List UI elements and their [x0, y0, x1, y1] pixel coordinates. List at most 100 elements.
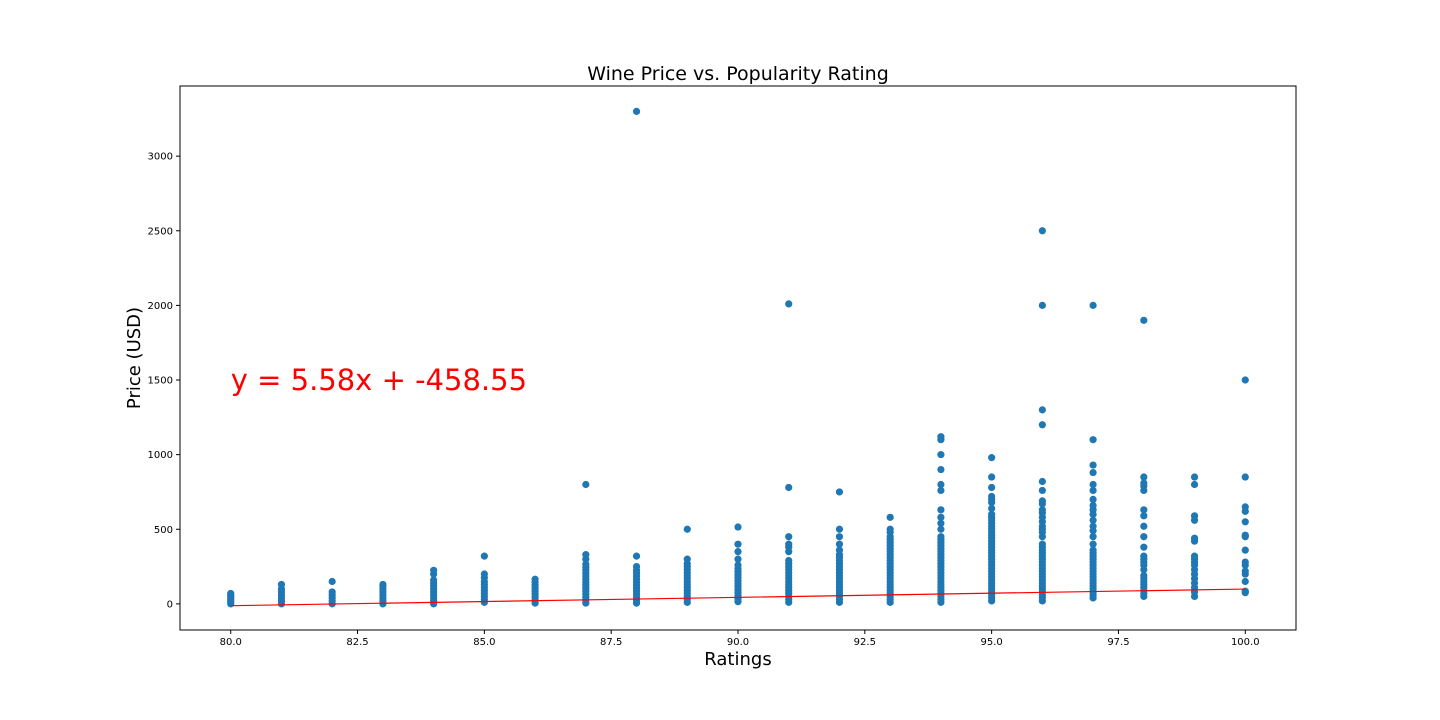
y-tick-label: 1000 — [148, 450, 173, 461]
data-point — [1140, 552, 1148, 560]
x-tick-label: 85.0 — [473, 637, 495, 648]
data-point — [1089, 461, 1097, 469]
data-point — [328, 577, 336, 586]
data-point — [227, 589, 235, 598]
regression-line — [230, 588, 1246, 607]
data-point — [988, 454, 996, 462]
data-point — [1089, 533, 1097, 541]
data-point — [1241, 518, 1249, 526]
data-point — [1089, 522, 1097, 530]
data-point — [1038, 486, 1046, 495]
data-point — [835, 488, 844, 496]
data-point — [937, 451, 945, 459]
data-point — [1089, 480, 1097, 489]
data-point — [1241, 546, 1249, 554]
x-tick-label: 90.0 — [727, 637, 749, 648]
data-point — [430, 566, 438, 574]
x-tick-label: 80.0 — [220, 637, 242, 648]
data-point — [734, 555, 742, 563]
data-point — [835, 540, 844, 548]
y-tick-label: 2000 — [148, 301, 173, 312]
regression-equation: y = 5.58x + -458.55 — [231, 363, 527, 397]
data-point — [937, 480, 945, 489]
data-point — [1190, 473, 1199, 481]
data-point — [1038, 421, 1046, 429]
data-point — [937, 525, 945, 533]
data-point — [1190, 512, 1199, 520]
data-point — [1241, 577, 1249, 586]
data-point — [1140, 522, 1148, 530]
points-layer — [227, 107, 1249, 608]
x-axis-label: Ratings — [704, 649, 771, 670]
y-tick-label: 500 — [154, 525, 173, 536]
data-point — [1241, 567, 1249, 575]
data-point — [1089, 495, 1097, 504]
data-point — [988, 473, 996, 481]
data-point — [734, 561, 742, 569]
data-point — [1038, 406, 1046, 414]
data-point — [1140, 512, 1148, 520]
data-point — [886, 513, 894, 521]
data-point — [886, 525, 894, 533]
y-tick-label: 3000 — [148, 152, 173, 163]
data-point — [1140, 571, 1148, 580]
data-point — [1038, 506, 1046, 514]
data-point — [937, 433, 945, 441]
data-point — [1038, 301, 1046, 309]
data-point — [1190, 552, 1199, 560]
x-axis: 80.0 82.5 85.0 87.5 90.0 92.5 95.0 97.5 100.0 — [220, 630, 1260, 648]
x-tick-label: 100.0 — [1231, 637, 1260, 648]
data-point — [988, 492, 996, 501]
plot-area: y = 5.58x + -458.55 — [179, 85, 1297, 631]
data-point — [1089, 468, 1097, 477]
data-point — [1089, 501, 1097, 509]
data-point — [937, 506, 945, 514]
data-point — [1241, 531, 1249, 539]
y-tick-label: 1500 — [148, 376, 173, 387]
data-point — [988, 504, 996, 512]
data-point — [582, 551, 590, 559]
data-point — [1038, 497, 1046, 505]
data-point — [683, 555, 691, 563]
data-point — [937, 465, 945, 474]
data-point — [734, 523, 742, 531]
data-point — [379, 580, 387, 589]
data-point — [734, 548, 742, 556]
data-point — [632, 562, 641, 571]
data-point — [1089, 546, 1097, 554]
data-point — [531, 575, 539, 583]
data-point — [1089, 486, 1097, 495]
data-point — [1038, 227, 1046, 235]
x-tick-label: 92.5 — [854, 637, 876, 648]
data-point — [1038, 477, 1046, 486]
chart-title: Wine Price vs. Popularity Rating — [587, 63, 889, 85]
data-point — [937, 486, 945, 495]
data-point — [835, 525, 844, 533]
data-point — [1089, 436, 1097, 444]
y-axis: 0 500 1000 1500 2000 2500 3000 — [148, 152, 180, 610]
data-point — [582, 560, 590, 568]
x-tick-label: 87.5 — [600, 637, 622, 648]
data-point — [632, 552, 641, 560]
data-point — [1190, 534, 1199, 542]
y-axis-label: Price (USD) — [124, 307, 145, 409]
data-point — [328, 588, 336, 596]
x-tick-label: 95.0 — [981, 637, 1003, 648]
data-point — [1038, 540, 1046, 548]
x-tick-label: 97.5 — [1107, 637, 1129, 648]
data-point — [1140, 543, 1148, 551]
data-point — [937, 533, 945, 541]
data-point — [1241, 376, 1249, 384]
data-point — [1241, 473, 1249, 481]
data-point — [1140, 316, 1148, 324]
data-point — [1089, 516, 1097, 524]
data-point — [1140, 533, 1148, 541]
data-point — [835, 546, 844, 554]
data-point — [632, 107, 641, 115]
data-point — [785, 540, 793, 548]
data-point — [734, 540, 742, 548]
data-point — [277, 580, 286, 589]
data-point — [937, 513, 945, 521]
